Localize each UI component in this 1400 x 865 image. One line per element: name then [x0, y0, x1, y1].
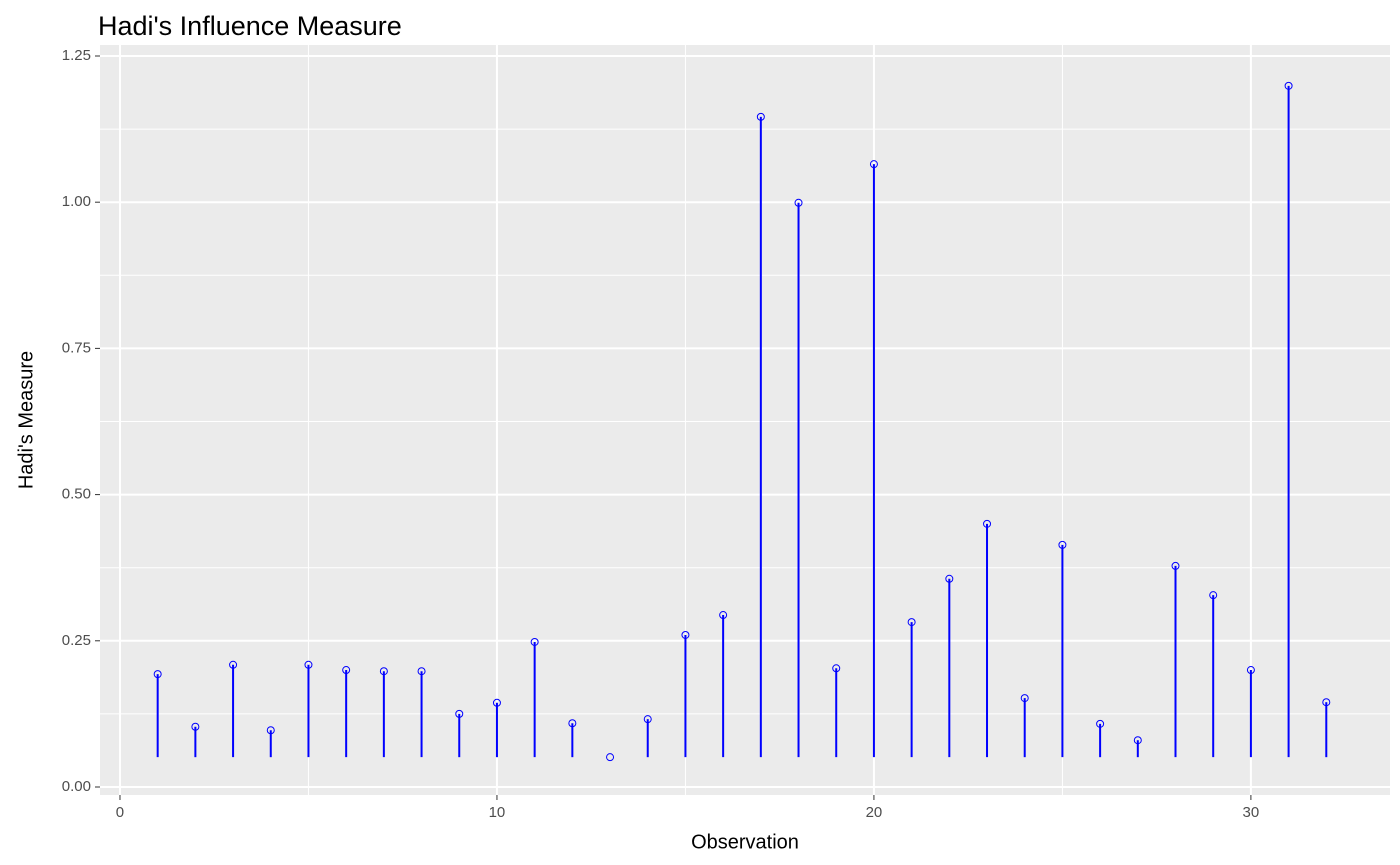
y-axis-title: Hadi's Measure — [15, 351, 37, 489]
point — [417, 667, 426, 676]
point — [1171, 561, 1180, 570]
point — [342, 666, 351, 675]
point — [191, 722, 200, 731]
y-tick-label: 0.75 — [62, 339, 91, 356]
x-tick-label: 30 — [1243, 804, 1260, 821]
point — [756, 112, 765, 121]
point — [832, 664, 841, 673]
point — [266, 726, 275, 735]
point — [643, 715, 652, 724]
panel — [100, 45, 1390, 795]
point — [1246, 666, 1255, 675]
point — [1096, 719, 1105, 728]
y-tick-label: 0.25 — [62, 632, 91, 649]
point — [153, 670, 162, 679]
point — [719, 611, 728, 620]
point — [455, 709, 464, 718]
point — [229, 660, 238, 669]
point — [1322, 698, 1331, 707]
point — [492, 698, 501, 707]
point — [907, 618, 916, 627]
point — [1020, 694, 1029, 703]
point — [568, 719, 577, 728]
point — [1133, 736, 1142, 745]
point — [304, 660, 313, 669]
point — [869, 160, 878, 169]
point — [1209, 591, 1218, 600]
x-tick-label: 0 — [116, 804, 124, 821]
point — [945, 574, 954, 583]
point — [1284, 81, 1293, 90]
chart-title: Hadi's Influence Measure — [98, 11, 402, 41]
y-tick-label: 1.00 — [62, 193, 91, 210]
y-tick-label: 0.00 — [62, 778, 91, 795]
x-axis-title: Observation — [691, 831, 799, 853]
point — [379, 667, 388, 676]
x-tick-label: 20 — [866, 804, 883, 821]
point — [794, 198, 803, 207]
point — [1058, 540, 1067, 549]
point — [983, 519, 992, 528]
x-tick-label: 10 — [489, 804, 506, 821]
point — [606, 753, 615, 762]
y-tick-label: 0.50 — [62, 486, 91, 503]
y-tick-label: 1.25 — [62, 47, 91, 64]
point — [681, 630, 690, 639]
point — [530, 637, 539, 646]
